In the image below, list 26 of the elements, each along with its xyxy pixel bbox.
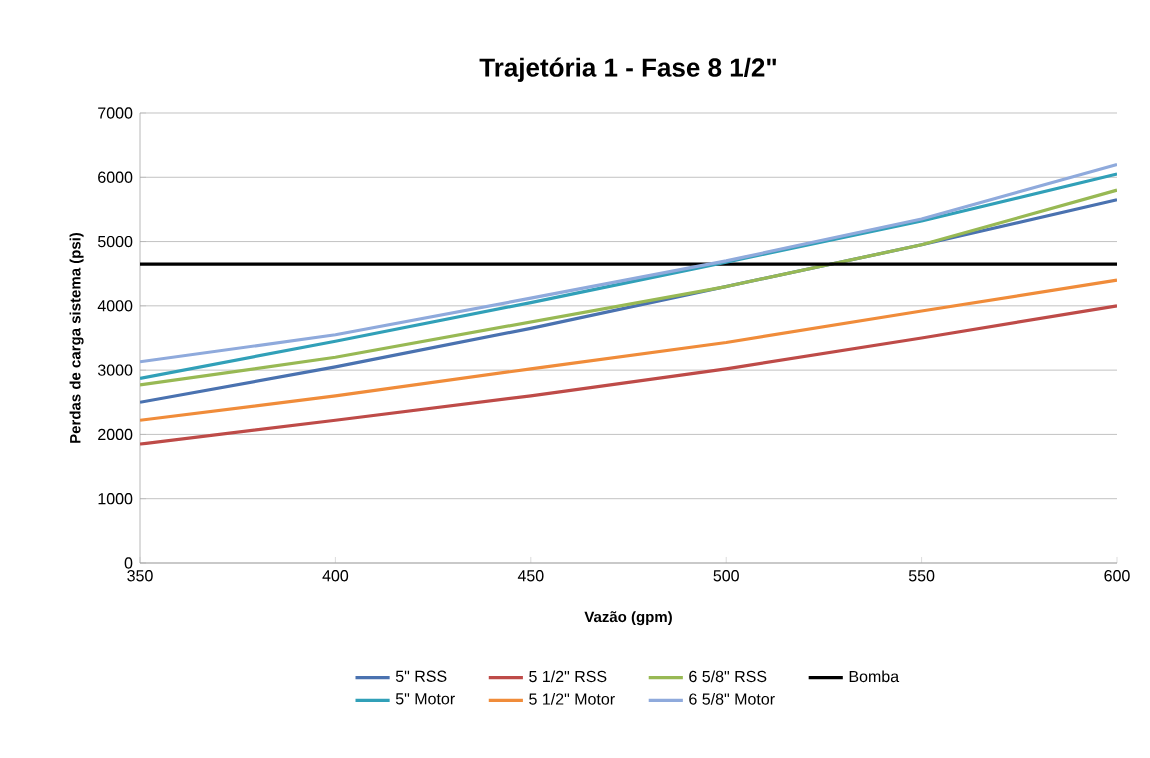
x-tick-label: 350 [127,570,153,582]
y-tick-label: 4000 [97,300,133,312]
y-tick-label: 7000 [98,107,133,119]
legend-label: 6 5/8" Motor [689,692,775,705]
legend-label: Bomba [849,670,900,683]
legend-label: 5" Motor [395,693,455,705]
line-series [140,304,1118,446]
x-axis-title: Vazão (gpm) [584,611,672,626]
x-tick-label: 500 [713,570,739,582]
legend-label: 5 1/2" Motor [529,692,615,705]
y-tick-label: 6000 [98,171,133,183]
line-series [140,278,1118,422]
y-tick-label: 1000 [98,493,133,505]
chart-title: Trajetória 1 - Fase 8 1/2" [479,57,776,82]
y-tick-label: 2000 [98,428,133,441]
x-tick-label: 600 [1104,570,1130,582]
x-tick-label: 450 [517,570,544,582]
x-tick-label: 400 [322,570,349,582]
x-tick-label: 550 [908,570,935,582]
y-tick-label: 3000 [97,364,133,376]
y-tick-label: 0 [124,557,133,569]
legend-label: 5" RSS [395,670,447,682]
legend-label: 6 5/8" RSS [689,670,767,683]
legend-label: 5 1/2" RSS [529,670,607,683]
y-axis-title: Perdas de carga sistema (psi) [69,232,84,443]
y-tick-label: 5000 [97,235,133,248]
